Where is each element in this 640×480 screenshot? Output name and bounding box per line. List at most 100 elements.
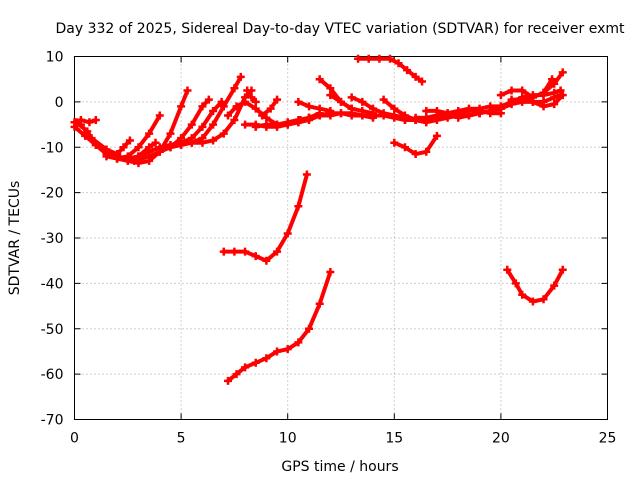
data-point: [496, 91, 505, 100]
data-point: [273, 347, 282, 356]
data-point: [262, 122, 271, 131]
data-point: [155, 143, 164, 152]
data-point: [558, 91, 567, 100]
data-point: [219, 247, 228, 256]
data-point: [347, 104, 356, 113]
y-tick-label: -30: [41, 231, 64, 247]
data-point: [550, 93, 559, 102]
y-tick-label: -60: [41, 367, 64, 383]
data-point: [177, 102, 186, 111]
data-point: [230, 247, 239, 256]
data-point: [358, 106, 367, 115]
data-point: [134, 143, 143, 152]
data-point: [232, 102, 241, 111]
data-point: [166, 143, 175, 152]
data-point: [539, 88, 548, 97]
data-point: [166, 129, 175, 138]
data-point: [151, 138, 160, 147]
data-point: [198, 138, 207, 147]
data-point: [315, 75, 324, 84]
data-point: [550, 281, 559, 290]
data-point: [283, 345, 292, 354]
data-point: [209, 136, 218, 145]
x-tick-label: 0: [70, 431, 79, 447]
data-point: [262, 113, 271, 122]
x-axis-label: GPS time / hours: [281, 459, 398, 475]
chart-title: Day 332 of 2025, Sidereal Day-to-day VTE…: [56, 21, 626, 37]
data-point: [294, 97, 303, 106]
data-point: [198, 102, 207, 111]
x-tick-label: 20: [492, 431, 510, 447]
data-point: [548, 75, 557, 84]
series-arc17: [296, 99, 333, 113]
data-point: [183, 86, 192, 95]
data-point: [390, 138, 399, 147]
data-point: [187, 120, 196, 129]
data-point: [507, 95, 516, 104]
y-tick-label: -40: [41, 276, 64, 292]
data-point: [528, 297, 537, 306]
data-point: [390, 104, 399, 113]
data-point: [411, 150, 420, 159]
data-point: [102, 145, 111, 154]
data-point: [422, 147, 431, 156]
data-point: [232, 370, 241, 379]
data-point: [518, 86, 527, 95]
data-point: [70, 118, 79, 127]
data-point: [187, 138, 196, 147]
axis-ticks: 0 5 10 15 20 25 -70 -60 -50 -40 -30 -20 -10 0 10: [41, 50, 617, 447]
data-point: [400, 116, 409, 125]
data-point: [273, 95, 282, 104]
data-point: [251, 120, 260, 129]
x-tick-label: 5: [177, 431, 186, 447]
data-point: [375, 54, 384, 63]
data-point: [305, 102, 314, 111]
data-point: [262, 256, 271, 265]
data-point: [539, 102, 548, 111]
data-point: [251, 252, 260, 261]
data-point: [241, 247, 250, 256]
data-point: [294, 202, 303, 211]
x-tick-label: 25: [599, 431, 617, 447]
data-point: [443, 109, 452, 118]
data-point: [507, 86, 516, 95]
data-point: [326, 84, 335, 93]
data-point: [283, 229, 292, 238]
data-point: [400, 143, 409, 152]
y-tick-label: -20: [41, 186, 64, 202]
data-point: [354, 54, 363, 63]
data-point: [273, 247, 282, 256]
data-point: [258, 111, 267, 120]
x-tick-label: 15: [385, 431, 403, 447]
data-point: [241, 120, 250, 129]
data-point: [558, 265, 567, 274]
data-point: [91, 116, 100, 125]
y-tick-label: -50: [41, 322, 64, 338]
data-point: [76, 120, 85, 129]
data-point: [294, 338, 303, 347]
data-point: [394, 59, 403, 68]
series-arc33: [226, 270, 333, 383]
data-point: [305, 324, 314, 333]
data-point: [155, 111, 164, 120]
data-point: [539, 295, 548, 304]
data-point: [550, 100, 559, 109]
data-point: [454, 113, 463, 122]
data-point: [302, 170, 311, 179]
data-point: [326, 91, 335, 100]
data-point: [326, 106, 335, 115]
data-point: [475, 109, 484, 118]
data-point: [296, 116, 305, 125]
data-point: [119, 143, 128, 152]
y-tick-label: 0: [55, 95, 64, 111]
data-point: [102, 152, 111, 161]
data-point: [230, 116, 239, 125]
data-point: [326, 268, 335, 277]
data-point: [230, 84, 239, 93]
data-point: [125, 136, 134, 145]
data-point: [347, 93, 356, 102]
data-point: [422, 106, 431, 115]
y-tick-label: -70: [41, 413, 64, 429]
data-point: [315, 299, 324, 308]
data-point: [511, 279, 520, 288]
